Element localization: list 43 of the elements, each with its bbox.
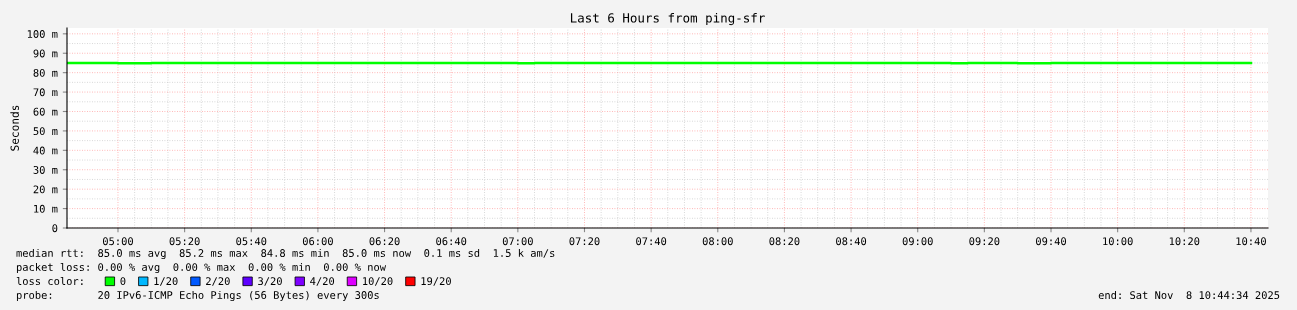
x-tick-label: 08:00 bbox=[702, 237, 733, 246]
y-tick-label: 80 m bbox=[33, 68, 58, 77]
x-tick-label: 05:00 bbox=[102, 237, 133, 246]
x-tick-label: 06:20 bbox=[369, 237, 400, 246]
legend-label: 2/20 bbox=[206, 277, 230, 286]
x-tick-label: 06:00 bbox=[302, 237, 333, 246]
y-axis-title: Seconds bbox=[10, 105, 19, 151]
y-tick-label: 10 m bbox=[34, 204, 58, 213]
y-tick-label: 60 m bbox=[33, 107, 58, 116]
text: median rtt: 85.0 ms avg 85.2 ms max 84.8 ms min 85.0 ms now 0.1 ms sd 1.5 k am/s bbox=[16, 248, 555, 260]
x-tick-label: 09:20 bbox=[969, 237, 1000, 246]
y-tick-label: 0 bbox=[52, 224, 58, 233]
x-tick-label: 06:40 bbox=[436, 237, 467, 246]
x-tick-label: 07:40 bbox=[636, 237, 667, 246]
legend-label: 3/20 bbox=[258, 277, 282, 286]
x-tick-label: 10:00 bbox=[1103, 237, 1133, 246]
x-tick-label: 09:40 bbox=[1036, 237, 1067, 246]
x-tick-label: 05:20 bbox=[169, 237, 200, 246]
x-tick-label: 08:20 bbox=[769, 237, 800, 246]
x-tick-label: 08:40 bbox=[836, 237, 867, 246]
x-tick-label: 05:40 bbox=[236, 237, 267, 246]
x-tick-label: 10:20 bbox=[1169, 237, 1200, 246]
x-tick-label: 09:00 bbox=[902, 237, 933, 246]
y-tick-label: 100 m bbox=[27, 30, 58, 38]
y-tick-label: 30 m bbox=[33, 166, 58, 174]
text: probe: 20 IPv6-ICMP Echo Pings (56 Bytes) every 300s bbox=[16, 290, 379, 302]
legend-label: 19/20 bbox=[421, 277, 451, 286]
y-tick-label: 50 m bbox=[33, 127, 58, 136]
y-tick-label: 40 m bbox=[33, 146, 58, 155]
legend-label: 10/20 bbox=[363, 277, 393, 286]
legend-label: 0 bbox=[120, 277, 126, 286]
y-tick-label: 90 m bbox=[33, 49, 58, 58]
x-tick-label: 10:40 bbox=[1236, 237, 1266, 246]
text: end: Sat Nov 8 10:44:34 2025 bbox=[1098, 290, 1280, 300]
y-tick-label: 20 m bbox=[33, 185, 58, 194]
text: packet loss: 0.00 % avg 0.00 % max 0.00 % min 0.00 % now bbox=[16, 262, 387, 274]
x-tick-label: 07:20 bbox=[569, 237, 600, 246]
legend-label: 4/20 bbox=[310, 277, 335, 286]
legend-label: 1/20 bbox=[154, 277, 178, 286]
chart-title: Last 6 Hours from ping-sfr bbox=[570, 12, 765, 26]
y-tick-label: 70 m bbox=[33, 88, 58, 97]
x-tick-label: 07:00 bbox=[502, 237, 533, 246]
legend-title: loss color: bbox=[16, 276, 83, 286]
